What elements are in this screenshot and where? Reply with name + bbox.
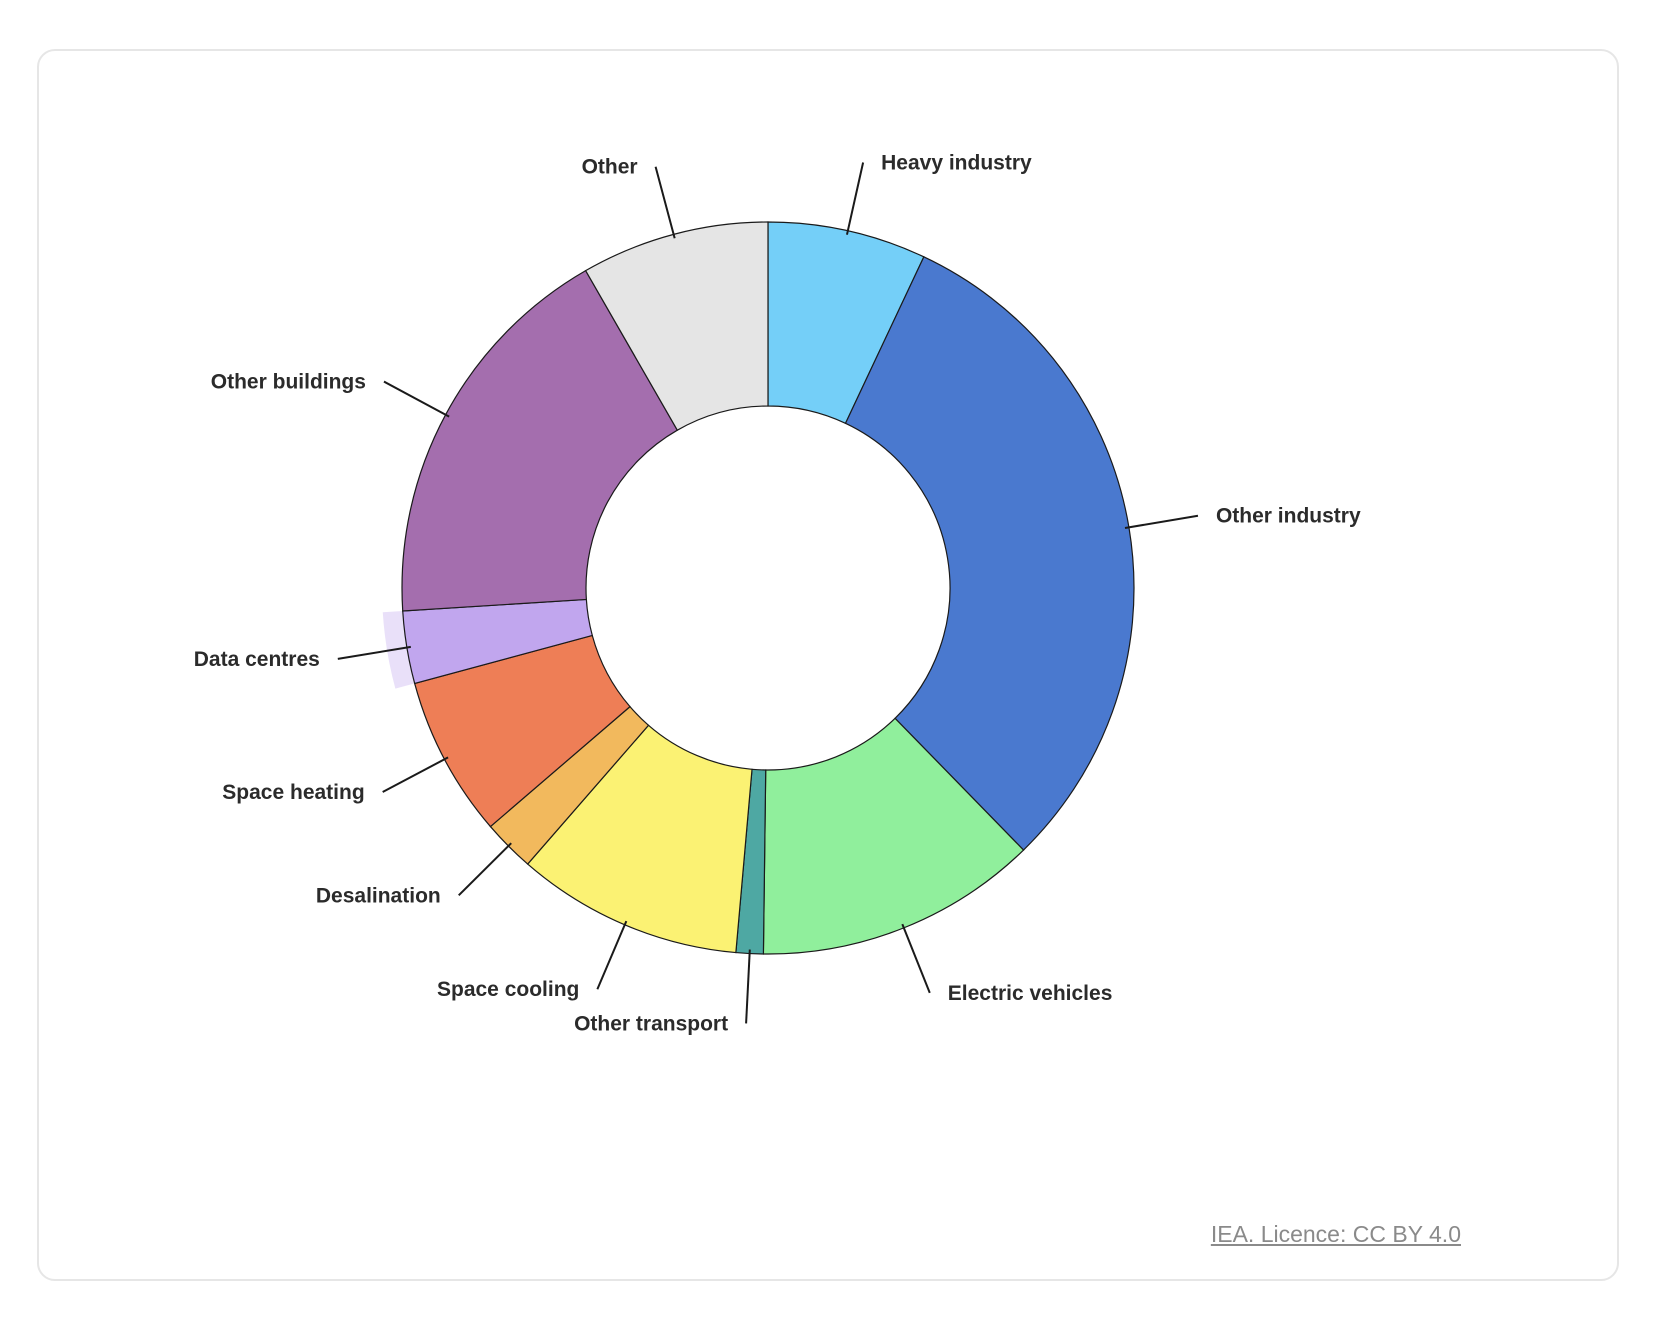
highlight-layer [382,610,419,689]
label-heavy-industry: Heavy industry [881,152,1032,175]
label-data-centres: Data centres [194,648,320,671]
leader-line-space-cooling [596,920,628,990]
label-space-cooling: Space cooling [437,978,579,1001]
slice-other-buildings[interactable] [401,269,679,612]
slice-electric-vehicles[interactable] [762,717,1025,955]
label-space-heating: Space heating [222,781,364,804]
leader-line-space-heating [382,756,449,793]
label-electric-vehicles: Electric vehicles [948,982,1113,1005]
label-other-transport: Other transport [574,1012,728,1035]
slice-other-industry[interactable] [844,256,1135,851]
leader-line-other [654,166,676,239]
leader-lines [337,162,1199,1024]
label-other-buildings: Other buildings [211,371,366,394]
licence-link[interactable]: IEA. Licence: CC BY 4.0 [1210,1221,1461,1247]
label-other: Other [582,156,638,179]
label-desalination: Desalination [316,884,441,907]
leader-line-other-transport [745,949,751,1024]
leader-line-electric-vehicles [901,923,931,994]
slices [401,221,1135,955]
label-other-industry: Other industry [1216,505,1361,528]
leader-line-desalination [458,842,512,897]
slice-labels: Heavy industry Other industry Electric veh… [194,152,1361,1036]
slice-highlight-data-centres [382,610,419,689]
slice-other[interactable] [584,221,769,432]
leader-line-other-industry [1124,514,1199,529]
leader-line-heavy-industry [845,162,865,235]
leader-line-data-centres [337,645,411,660]
leader-line-other-buildings [383,380,450,418]
